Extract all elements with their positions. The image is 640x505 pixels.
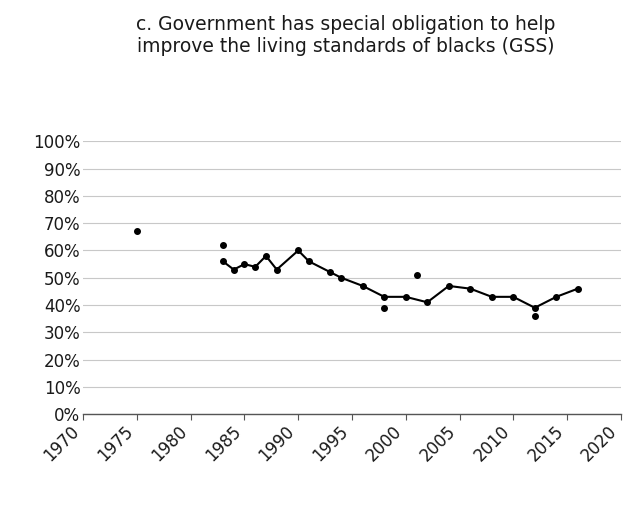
Text: c. Government has special obligation to help
improve the living standards of bla: c. Government has special obligation to … [136,15,556,56]
